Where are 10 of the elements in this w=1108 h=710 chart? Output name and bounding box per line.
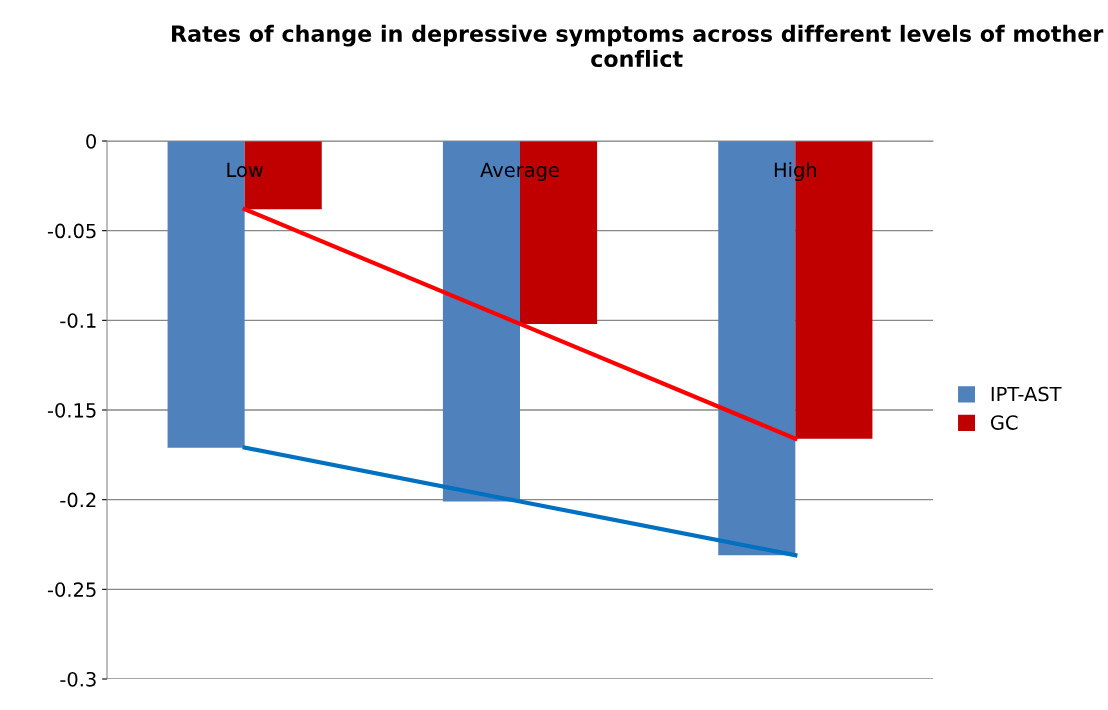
y-tick-label: -0.1 — [60, 313, 96, 328]
y-tick-label: -0.2 — [60, 492, 96, 508]
y-tick-label: -0.05 — [47, 223, 96, 239]
legend-label: GC — [990, 415, 1018, 430]
legend-label: IPT-AST — [991, 386, 1062, 402]
chart-title: Rates of change in depressive symptoms across different levels of mother conflict — [172, 24, 1104, 68]
y-tick-label: -0.15 — [47, 402, 96, 418]
y-tick-label: -0.25 — [47, 582, 96, 597]
y-tick-label: -0.3 — [60, 671, 96, 687]
y-tick-label: 0 — [86, 133, 96, 149]
